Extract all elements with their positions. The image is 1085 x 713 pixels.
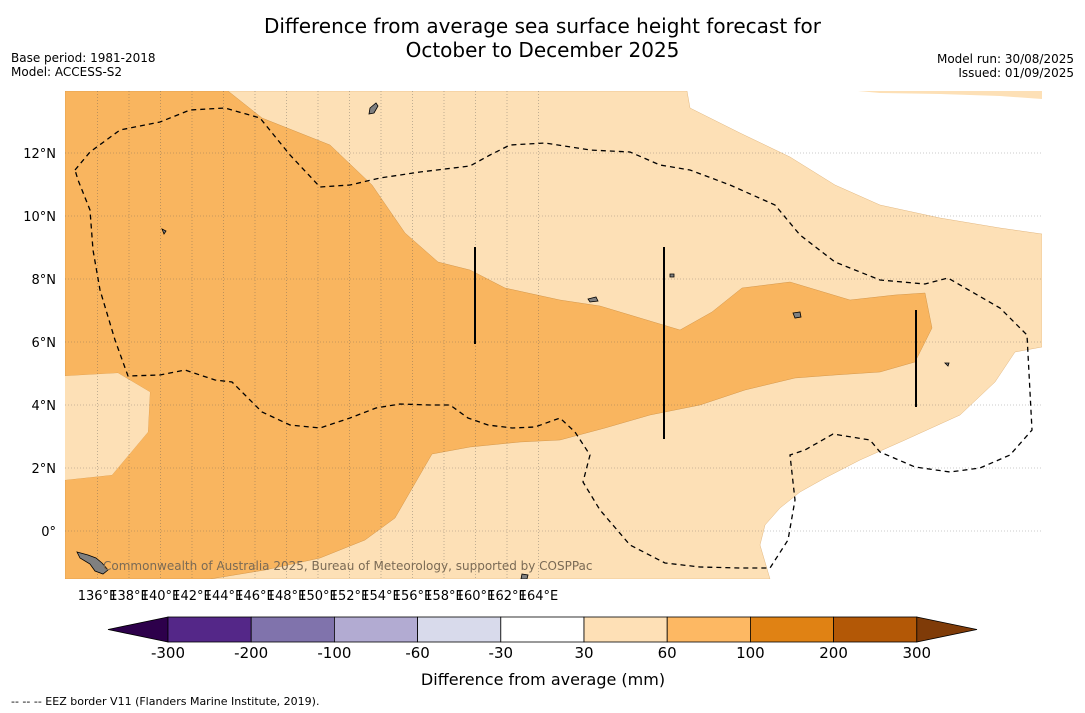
meta-left: Base period: 1981-2018 Model: ACCESS-S2	[11, 51, 156, 79]
colorbar-segment	[417, 616, 502, 643]
island-kosrae	[944, 362, 950, 367]
title-line-2: October to December 2025	[405, 38, 680, 62]
model-name: Model: ACCESS-S2	[11, 65, 123, 79]
lat-label: 0°	[41, 525, 56, 540]
colorbar-tick-label: 200	[819, 644, 848, 662]
colorbar-segment	[500, 616, 585, 643]
lon-label: 136°E	[78, 589, 118, 604]
colorbar-segment	[250, 616, 335, 643]
lon-label: 164°E	[519, 589, 559, 604]
colorbar-tick-label: 30	[574, 644, 593, 662]
gridlines	[65, 91, 1042, 579]
colorbar-title: Difference from average (mm)	[421, 670, 665, 689]
lon-label: 138°E	[109, 589, 149, 604]
island-yap	[161, 228, 167, 235]
eez-border	[74, 107, 1033, 569]
map-area: Commonwealth of Australia 2025, Bureau o…	[65, 91, 1042, 579]
lat-label: 6°N	[32, 336, 57, 351]
lat-label: 8°N	[32, 273, 57, 288]
colorbar	[107, 616, 978, 643]
contour-30-60-west	[65, 373, 150, 480]
colorbar-tick-label: -200	[234, 644, 268, 662]
colorbar-tick-label: 300	[902, 644, 931, 662]
lat-label: 2°N	[32, 462, 57, 477]
island-pohnpei	[792, 311, 802, 319]
lat-label: 12°N	[23, 147, 56, 162]
lon-label: 156°E	[393, 589, 433, 604]
lon-label: 148°E	[267, 589, 307, 604]
lat-label: 10°N	[23, 210, 56, 225]
lon-label: 154°E	[361, 589, 401, 604]
lon-label: 142°E	[172, 589, 212, 604]
base-period: Base period: 1981-2018	[11, 51, 156, 65]
island-guam	[368, 102, 379, 115]
issued-date: Issued: 01/09/2025	[958, 66, 1074, 80]
lon-label: 146°E	[235, 589, 275, 604]
colorbar-segment	[333, 616, 418, 643]
colorbar-tick-label: 60	[658, 644, 677, 662]
map-credit: Commonwealth of Australia 2025, Bureau o…	[103, 559, 593, 573]
colorbar-tick-label: 100	[736, 644, 765, 662]
colorbar-segment	[167, 616, 252, 643]
longitude-labels: 136°E138°E140°E142°E144°E146°E148°E150°E…	[78, 589, 559, 604]
title-line-1: Difference from average sea surface heig…	[263, 14, 822, 38]
model-run: Model run: 30/08/2025	[936, 52, 1074, 66]
meta-right: Model run: 30/08/2025 Issued: 01/09/2025	[937, 52, 1074, 80]
footer-note: -- -- -- EEZ border V11 (Flanders Marine…	[11, 695, 320, 708]
colorbar-segment	[833, 616, 918, 643]
colorbar-arrow-max	[916, 616, 978, 643]
lon-label: 158°E	[424, 589, 464, 604]
land-islands	[76, 102, 950, 579]
contour-60-100	[65, 91, 933, 579]
lat-label: 4°N	[32, 399, 57, 414]
colorbar-arrow-min	[107, 616, 169, 643]
latitude-labels: 12°N 10°N 8°N 6°N 4°N 2°N 0°	[23, 147, 56, 540]
lon-label: 160°E	[456, 589, 496, 604]
contour-30-60-ne	[858, 91, 1042, 99]
island-small-south	[520, 573, 529, 579]
colorbar-segment	[750, 616, 835, 643]
colorbar-tick-label: -30	[489, 644, 514, 662]
chart-title: Difference from average sea surface heig…	[0, 14, 1085, 62]
island-new-guinea-coast	[76, 551, 109, 575]
lon-label: 144°E	[204, 589, 244, 604]
colorbar-segment	[583, 616, 668, 643]
colorbar-tick-label: -60	[405, 644, 430, 662]
colorbar-segment	[666, 616, 751, 643]
lon-label: 152°E	[330, 589, 370, 604]
colorbar-tick-label: -100	[317, 644, 351, 662]
island-small-east	[669, 273, 675, 278]
lon-label: 162°E	[487, 589, 527, 604]
colorbar-ticks: -300 -200 -100 -60 -30 30 60 100 200 300	[151, 644, 931, 662]
lon-label: 150°E	[298, 589, 338, 604]
island-chuuk	[587, 296, 599, 303]
lon-label: 140°E	[141, 589, 181, 604]
colorbar-tick-label: -300	[151, 644, 185, 662]
